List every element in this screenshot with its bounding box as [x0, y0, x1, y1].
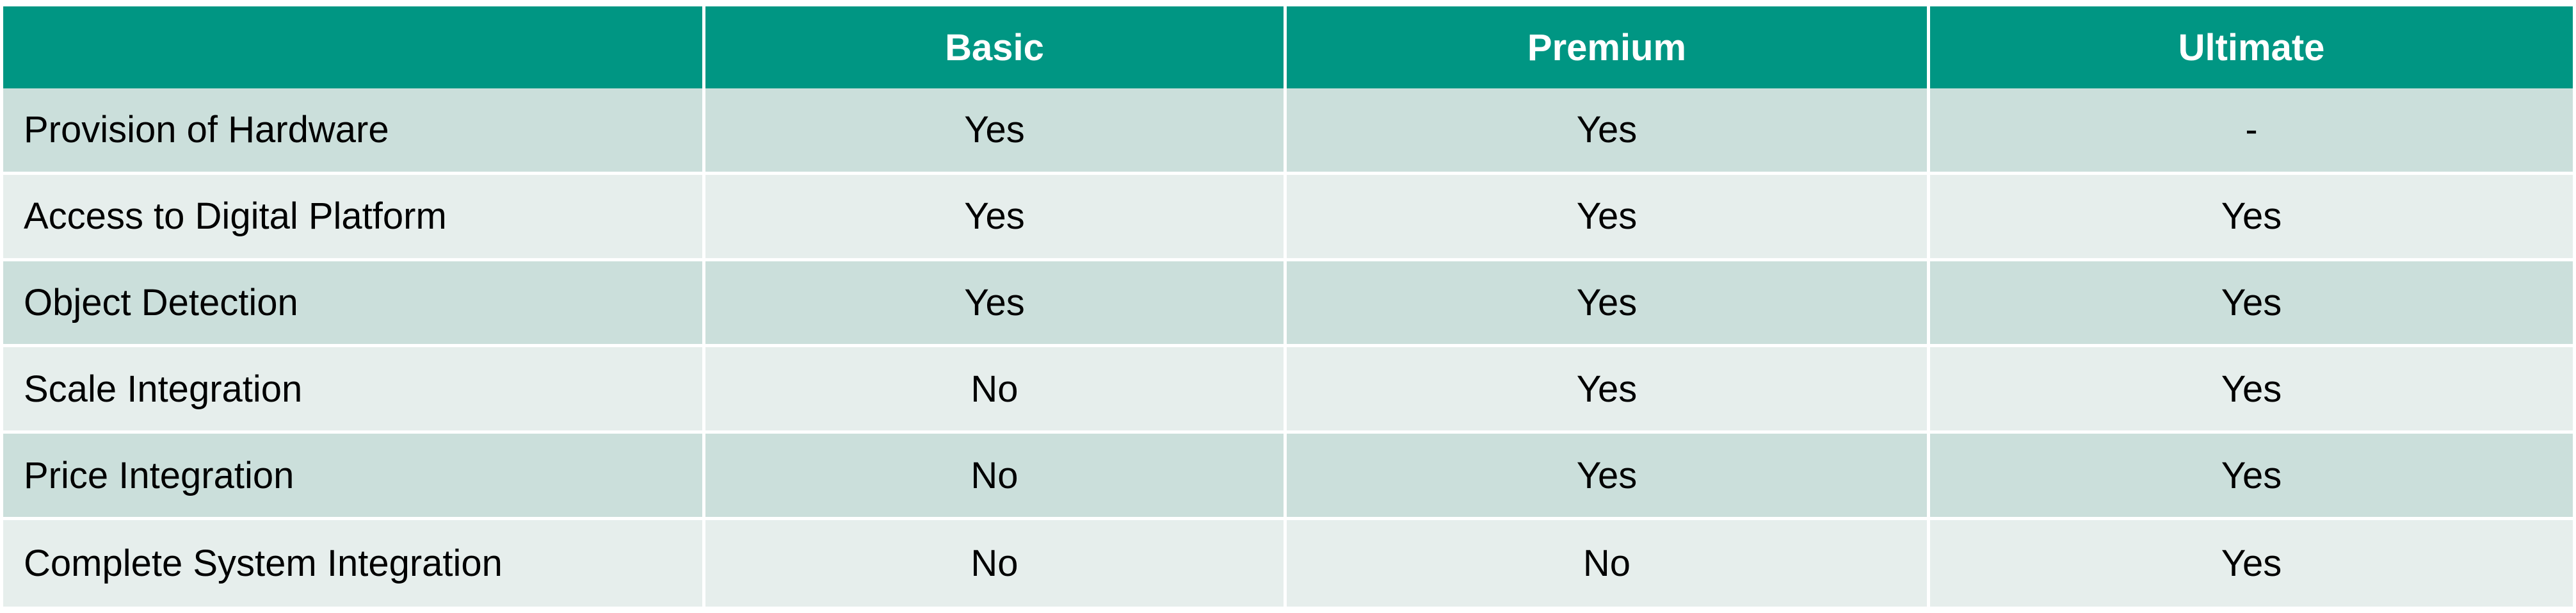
basic-cell: Yes	[705, 174, 1287, 261]
ultimate-cell: -	[1930, 88, 2573, 175]
basic-cell: No	[705, 347, 1287, 434]
feature-cell: Scale Integration	[3, 347, 705, 434]
basic-cell: No	[705, 520, 1287, 607]
table-row: Provision of Hardware Yes Yes -	[3, 88, 2573, 175]
basic-cell: Yes	[705, 88, 1287, 175]
table-row: Complete System Integration No No Yes	[3, 520, 2573, 607]
table-row: Scale Integration No Yes Yes	[3, 347, 2573, 434]
ultimate-cell: Yes	[1930, 434, 2573, 521]
feature-cell: Provision of Hardware	[3, 88, 705, 175]
feature-cell: Price Integration	[3, 434, 705, 521]
basic-cell: Yes	[705, 261, 1287, 348]
ultimate-cell: Yes	[1930, 174, 2573, 261]
header-cell-premium: Premium	[1287, 6, 1930, 88]
header-cell-ultimate: Ultimate	[1930, 6, 2573, 88]
premium-cell: Yes	[1287, 434, 1930, 521]
ultimate-cell: Yes	[1930, 520, 2573, 607]
premium-cell: Yes	[1287, 88, 1930, 175]
feature-cell: Object Detection	[3, 261, 705, 348]
plan-comparison-table: Basic Premium Ultimate Provision of Hard…	[3, 6, 2573, 607]
table-body: Provision of Hardware Yes Yes - Access t…	[3, 88, 2573, 607]
premium-cell: Yes	[1287, 347, 1930, 434]
feature-cell: Complete System Integration	[3, 520, 705, 607]
header-row: Basic Premium Ultimate	[3, 6, 2573, 88]
basic-cell: No	[705, 434, 1287, 521]
table-header: Basic Premium Ultimate	[3, 6, 2573, 88]
header-cell-basic: Basic	[705, 6, 1287, 88]
header-cell-feature	[3, 6, 705, 88]
ultimate-cell: Yes	[1930, 261, 2573, 348]
table-row: Object Detection Yes Yes Yes	[3, 261, 2573, 348]
feature-cell: Access to Digital Platform	[3, 174, 705, 261]
ultimate-cell: Yes	[1930, 347, 2573, 434]
premium-cell: Yes	[1287, 174, 1930, 261]
table-row: Price Integration No Yes Yes	[3, 434, 2573, 521]
premium-cell: Yes	[1287, 261, 1930, 348]
premium-cell: No	[1287, 520, 1930, 607]
table-row: Access to Digital Platform Yes Yes Yes	[3, 174, 2573, 261]
